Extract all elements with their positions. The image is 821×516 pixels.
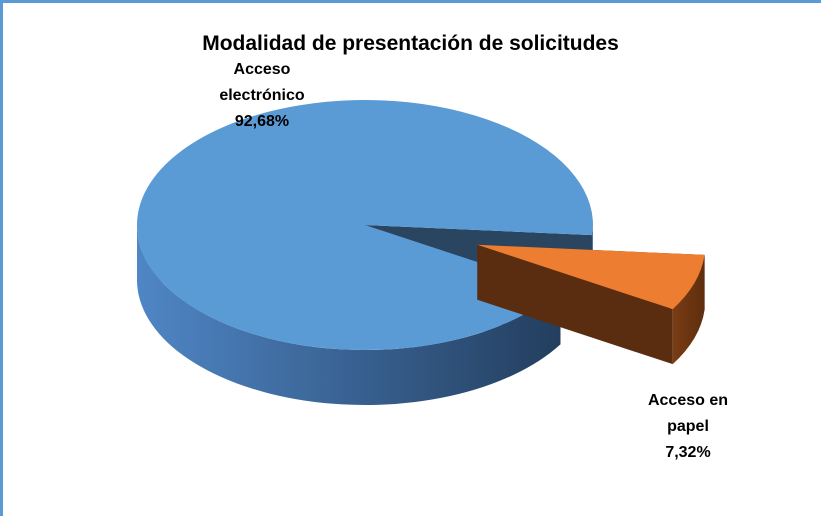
- value-label: 92,68%: [234, 113, 290, 130]
- chart-title: Modalidad de presentación de solicitudes: [202, 32, 619, 55]
- data-label: Acceso en papel 7,32%: [633, 388, 743, 466]
- category-label: Acceso electrónico: [219, 61, 305, 104]
- slice-side: [672, 254, 705, 365]
- category-label: Acceso en papel: [647, 392, 729, 435]
- value-label: 7,32%: [665, 444, 711, 461]
- slice-side: [137, 225, 561, 405]
- slice-wall: [477, 244, 673, 365]
- data-label: Acceso electrónico 92,68%: [207, 57, 317, 135]
- slice: [477, 244, 705, 310]
